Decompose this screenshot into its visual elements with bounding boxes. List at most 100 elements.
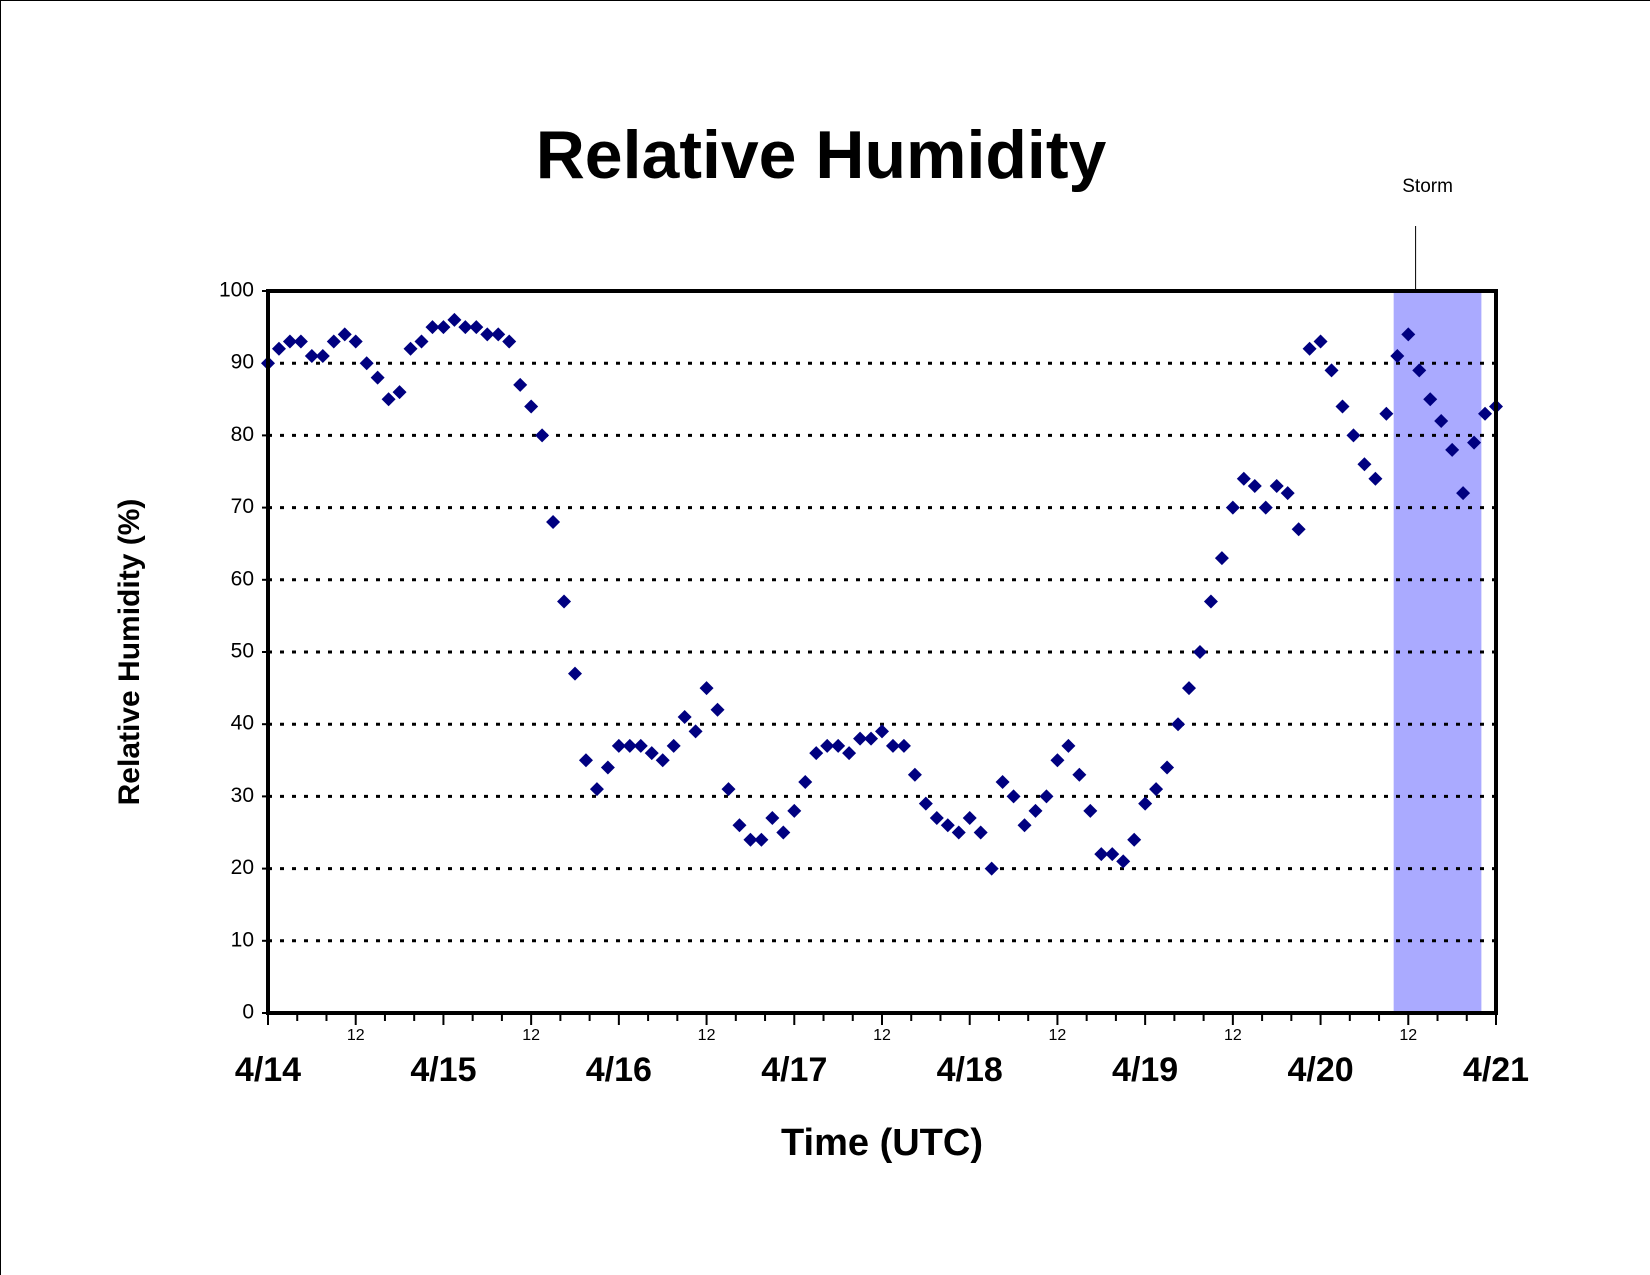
x-day-label: 4/18 (937, 1051, 1003, 1089)
data-point (666, 738, 681, 753)
data-point (853, 731, 868, 746)
data-point (984, 861, 999, 876)
data-point (896, 738, 911, 753)
data-point (688, 724, 703, 739)
x-hour-label: 12 (522, 1027, 540, 1044)
data-point (436, 320, 451, 335)
data-point (940, 818, 955, 833)
data-point (1149, 782, 1164, 797)
data-point (392, 385, 407, 400)
data-point (1050, 753, 1065, 768)
data-point (1335, 399, 1350, 414)
x-day-label: 4/17 (761, 1051, 827, 1089)
data-point (1368, 471, 1383, 486)
data-point (743, 832, 758, 847)
y-tick-label: 80 (231, 423, 254, 446)
data-point (1203, 594, 1218, 609)
y-tick-label: 50 (231, 640, 254, 663)
data-point (1478, 406, 1493, 421)
data-point (1302, 341, 1317, 356)
data-point (732, 818, 747, 833)
data-point (1061, 738, 1076, 753)
data-point (765, 811, 780, 826)
data-point (282, 334, 297, 349)
x-day-label: 4/15 (410, 1051, 476, 1089)
x-hour-label: 12 (698, 1027, 716, 1044)
data-point (776, 825, 791, 840)
y-tick-label: 30 (231, 784, 254, 807)
data-point (1401, 327, 1416, 342)
data-point (447, 312, 462, 327)
data-point (907, 767, 922, 782)
data-point (721, 782, 736, 797)
data-point (1083, 803, 1098, 818)
data-point (611, 738, 626, 753)
data-point (1039, 789, 1054, 804)
data-point (359, 356, 374, 371)
y-axis-label: Relative Humidity (%) (113, 499, 146, 806)
data-point (831, 738, 846, 753)
data-point (557, 594, 572, 609)
data-point (820, 738, 835, 753)
data-point (1269, 478, 1284, 493)
data-point (622, 738, 637, 753)
data-point (1116, 854, 1131, 869)
data-point (1346, 428, 1361, 443)
y-tick-label: 0 (242, 1001, 254, 1024)
data-point (1192, 645, 1207, 659)
data-point (348, 334, 363, 349)
data-point (337, 327, 352, 342)
data-point (513, 377, 528, 392)
x-hour-label: 12 (1224, 1027, 1242, 1044)
data-point (787, 803, 802, 818)
y-tick-label: 40 (231, 712, 254, 735)
x-hour-label: 12 (873, 1027, 891, 1044)
data-point (480, 327, 495, 342)
data-point (1006, 789, 1021, 804)
data-point (578, 753, 593, 768)
data-point (326, 334, 341, 349)
data-point (1434, 413, 1449, 428)
x-hour-label: 12 (1399, 1027, 1417, 1044)
x-day-label: 4/19 (1112, 1051, 1178, 1089)
data-point (414, 334, 429, 349)
data-point (875, 724, 889, 739)
data-point (644, 746, 659, 761)
data-point (699, 681, 714, 696)
data-point (962, 811, 977, 826)
x-axis-label: Time (UTC) (781, 1122, 983, 1164)
data-point (1357, 457, 1372, 472)
data-point (1313, 334, 1328, 349)
data-point (864, 731, 879, 746)
data-point (315, 348, 330, 363)
x-day-label: 4/21 (1463, 1051, 1529, 1089)
data-point (1467, 435, 1482, 450)
data-point (1258, 500, 1273, 515)
data-point (1379, 406, 1394, 421)
data-point (995, 774, 1010, 789)
data-point (1017, 818, 1032, 833)
y-tick-label: 10 (231, 928, 254, 951)
x-day-label: 4/20 (1287, 1051, 1353, 1089)
data-point (1456, 486, 1471, 501)
data-point (524, 399, 539, 414)
data-point (491, 327, 506, 342)
data-point (951, 825, 966, 840)
data-point (1105, 847, 1120, 862)
data-point (1182, 681, 1196, 696)
data-point (304, 348, 319, 363)
x-hour-label: 12 (1049, 1027, 1067, 1044)
data-point (809, 746, 824, 761)
data-point (370, 370, 385, 385)
data-point (1225, 500, 1240, 515)
data-point (1412, 363, 1427, 378)
data-point (293, 334, 308, 349)
y-tick-label: 90 (231, 351, 254, 374)
data-point (1445, 442, 1460, 457)
data-point (1171, 717, 1186, 732)
data-point (425, 320, 440, 335)
data-point (1390, 348, 1405, 363)
data-point (589, 782, 604, 797)
